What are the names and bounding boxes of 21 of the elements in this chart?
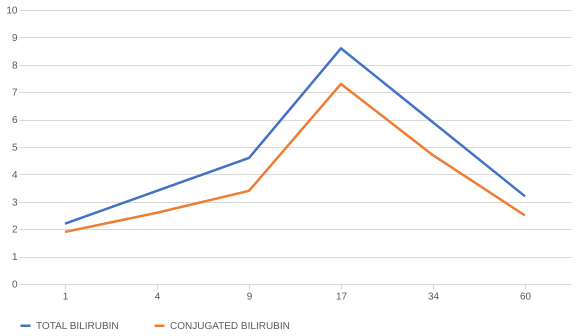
y-tick-label: 10 — [6, 6, 18, 16]
x-tick-label: 17 — [336, 292, 348, 302]
legend-label: TOTAL BILIRUBIN — [36, 320, 119, 332]
x-tick-label: 1 — [62, 292, 69, 302]
line-series — [64, 47, 526, 225]
x-tick-label: 9 — [246, 292, 253, 302]
y-tick-label: 4 — [12, 170, 18, 181]
x-tick-label: 60 — [520, 292, 532, 302]
y-tick-label: 8 — [12, 60, 18, 72]
x-tick-label: 34 — [428, 292, 440, 302]
x-tick-label: 4 — [154, 292, 161, 302]
y-tick-label: 7 — [12, 88, 18, 99]
legend-label: CONJUGATED BILIRUBIN — [170, 320, 290, 332]
y-tick-label: 1 — [12, 252, 18, 264]
y-tick-label: 2 — [12, 224, 18, 236]
y-tick-label: 9 — [12, 32, 18, 44]
y-tick-label: 6 — [12, 115, 18, 126]
y-tick-label: 5 — [12, 142, 18, 154]
line-series — [64, 82, 526, 234]
y-tick-label: 3 — [12, 197, 18, 208]
y-tick-label: 0 — [12, 280, 18, 290]
